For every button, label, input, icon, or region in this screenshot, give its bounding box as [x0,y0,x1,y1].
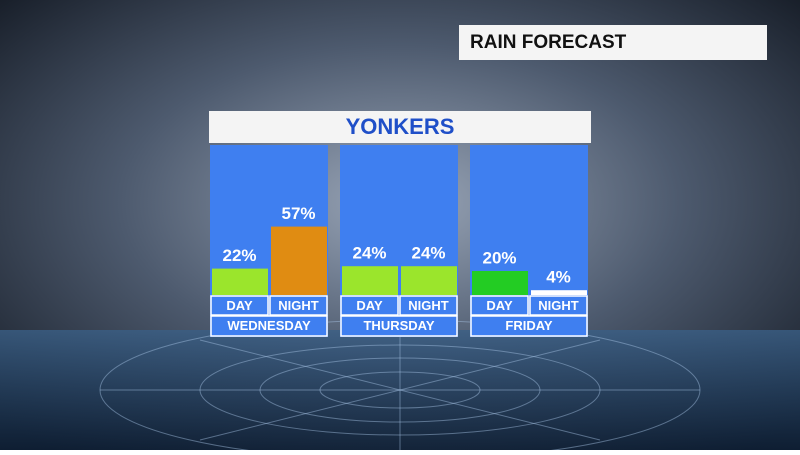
bar [271,226,327,295]
series-label: DAY [226,298,253,313]
value-label: 20% [482,248,516,267]
panel [340,145,458,337]
header: RAIN FORECAST [470,32,627,53]
category-label: THURSDAY [363,318,434,333]
sub-label-cell [269,295,328,316]
sub-label-cell [529,295,588,316]
bar [212,268,268,295]
sub-label-cell [470,295,529,316]
series-label: NIGHT [538,298,579,313]
category-label: WEDNESDAY [227,318,311,333]
category-cell [340,315,458,337]
series-label: NIGHT [408,298,449,313]
bar [342,266,398,295]
series-label: DAY [356,298,383,313]
background-ground [0,330,800,450]
value-label: 4% [546,268,571,287]
bar [472,271,528,295]
sub-label-cell [210,295,269,316]
panel [470,145,588,337]
sub-label-cell [340,295,399,316]
radar-decoration [99,319,701,455]
value-label: 57% [281,204,315,223]
series-label: NIGHT [278,298,319,313]
header-box [459,25,767,60]
value-label: 24% [411,244,445,263]
category-cell [470,315,588,337]
value-label: 24% [352,244,386,263]
title-box [209,111,591,143]
sub-label-cell [399,295,458,316]
bar [531,290,587,295]
category-label: FRIDAY [505,318,553,333]
value-label: 22% [222,246,256,265]
bar [401,266,457,295]
category-cell [210,315,328,337]
series-label: DAY [486,298,513,313]
chart-title: YONKERS [346,114,455,139]
